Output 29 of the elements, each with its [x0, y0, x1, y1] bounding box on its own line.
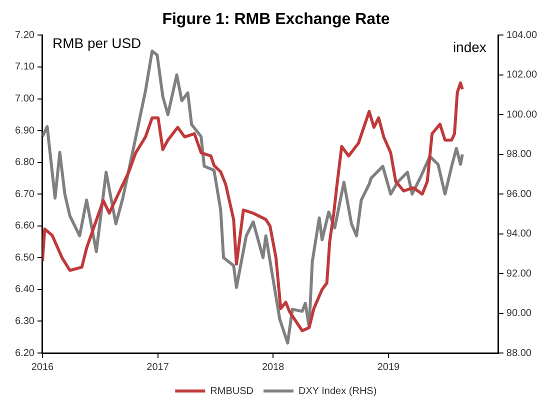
y2-tick-label: 102.00 [506, 70, 538, 81]
y2-tick-label: 94.00 [506, 228, 532, 240]
x-tick-label: 2018 [262, 362, 285, 373]
y-tick-label: 7.10 [14, 62, 35, 73]
y-tick-label: 6.30 [14, 316, 35, 327]
y-axis-title: RMB per USD [52, 35, 142, 52]
y-tick-label: 6.40 [14, 284, 35, 296]
y2-axis-title: index [452, 39, 486, 56]
y-tick-label: 6.90 [14, 125, 35, 136]
y-tick-label: 6.60 [14, 220, 35, 232]
x-tick-label: 2019 [377, 362, 400, 373]
y2-tick-label: 96.00 [506, 188, 532, 200]
y2-tick-label: 88.00 [506, 348, 532, 359]
y2-tick-label: 90.00 [506, 308, 532, 320]
legend-label: RMBUSD [210, 386, 254, 397]
y-tick-label: 7.20 [14, 30, 35, 41]
legend-label: DXY Index (RHS) [298, 386, 377, 397]
y2-tick-label: 92.00 [506, 268, 532, 280]
chart-title: Figure 1: RMB Exchange Rate [162, 11, 390, 28]
x-tick-label: 2017 [146, 362, 170, 373]
y-tick-label: 6.50 [14, 252, 35, 264]
y2-tick-label: 98.00 [506, 149, 532, 160]
y-tick-label: 7.00 [14, 94, 35, 105]
y-tick-label: 6.80 [14, 157, 35, 168]
y-tick-label: 6.20 [14, 348, 35, 359]
y2-tick-label: 104.00 [506, 30, 538, 41]
y2-tick-label: 100.00 [506, 109, 538, 120]
y-tick-label: 6.70 [14, 188, 35, 200]
x-tick-label: 2016 [31, 362, 54, 373]
